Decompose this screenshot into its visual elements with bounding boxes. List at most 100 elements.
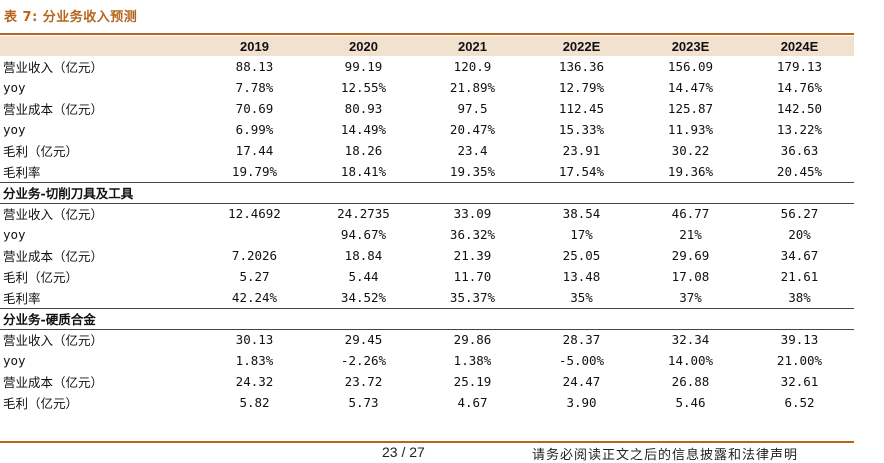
table-cell: 120.9 [453, 59, 492, 74]
table-cell: 18.41% [340, 163, 387, 179]
table-cell: 1.83% [235, 353, 274, 368]
table-cell: 21.39 [453, 248, 492, 263]
row-label: yoy [3, 80, 26, 95]
table-row: 营业成本（亿元） 70.69 80.93 97.5 112.45 125.87 142.50 [0, 98, 854, 119]
row-label: 营业收入（亿元） [3, 333, 104, 349]
table-cell: 17.08 [671, 269, 710, 284]
table-cell: -2.26% [340, 353, 387, 368]
header-cell: 2020 [349, 38, 378, 54]
table-cell: 4.67 [457, 395, 488, 410]
table-row: yoy 1.83% -2.26% 1.38% -5.00% 14.00% 21.00% [0, 350, 854, 371]
table-cell: 36.32% [449, 227, 496, 242]
table-cell: 3.90 [566, 395, 597, 410]
table-cell: 142.50 [776, 101, 823, 116]
table-cell: 24.47 [562, 374, 601, 389]
table-cell: 29.69 [671, 248, 710, 263]
table-body: 营业收入（亿元） 88.13 99.19 120.9 136.36 156.09 179.1… [0, 56, 854, 413]
table-cell: 34.52% [340, 289, 387, 305]
table-cell: 35% [570, 289, 593, 305]
table-cell: 21.61 [780, 269, 819, 284]
section-header-row: 分业务-硬质合金 [0, 307, 854, 330]
table-cell: 17% [570, 227, 593, 242]
table-cell: 46.77 [671, 206, 710, 222]
table-cell: 19.35% [449, 163, 496, 179]
row-label: 营业成本（亿元） [3, 249, 104, 264]
table-cell: 37% [679, 289, 702, 305]
table-cell: 20% [788, 227, 811, 242]
table-cell: 15.33% [558, 122, 605, 137]
table-cell: 156.09 [667, 59, 714, 74]
row-label: 营业成本（亿元） [3, 102, 104, 117]
table-cell: 14.76% [776, 80, 823, 95]
table-row: 营业成本（亿元） 24.32 23.72 25.19 24.47 26.88 32.61 [0, 371, 854, 392]
table-cell: 42.24% [231, 289, 278, 305]
table-cell: 23.4 [457, 143, 488, 158]
table-cell: -5.00% [558, 353, 605, 368]
table-cell: 17.44 [235, 143, 274, 158]
table-cell: 38.54 [562, 206, 601, 222]
row-label: 毛利率 [3, 290, 41, 306]
header-cell: 2024E [780, 38, 819, 54]
table-cell: 179.13 [776, 59, 823, 74]
row-label: yoy [3, 227, 26, 242]
table-cell: 35.37% [449, 289, 496, 305]
table-cell: 23.72 [344, 374, 383, 389]
table-cell: 6.52 [784, 395, 815, 410]
table-cell: 32.34 [671, 332, 710, 348]
table-cell: 80.93 [344, 101, 383, 116]
table-cell: 6.99% [235, 122, 274, 137]
header-cell: 2019 [240, 38, 269, 54]
table-cell: 5.46 [675, 395, 706, 410]
section-title: 分业务-切削刀具及工具 [0, 181, 854, 204]
table-cell: 29.45 [344, 332, 383, 348]
table-row: 营业收入（亿元） 88.13 99.19 120.9 136.36 156.09 179.1… [0, 56, 854, 77]
forecast-table: 2019 2020 2021 2022E 2023E 2024E 营业收入（亿元… [0, 36, 854, 413]
table-cell: 23.91 [562, 143, 601, 158]
header-cell: 2022E [562, 38, 601, 54]
table-cell: 33.09 [453, 206, 492, 222]
table-row: 营业收入（亿元） 30.13 29.45 29.86 28.37 32.34 39.13 [0, 329, 854, 350]
table-cell [200, 224, 309, 245]
table-cell: 125.87 [667, 101, 714, 116]
row-label: 毛利（亿元） [3, 270, 79, 285]
header-cell [0, 36, 200, 56]
table-row: 营业成本（亿元） 7.2026 18.84 21.39 25.05 29.69 34.67 [0, 245, 854, 266]
table-cell: 5.73 [348, 395, 379, 410]
table-cell: 94.67% [340, 227, 387, 242]
table-cell: 14.49% [340, 122, 387, 137]
table-cell: 29.86 [453, 332, 492, 348]
table-cell: 25.19 [453, 374, 492, 389]
table-cell: 19.36% [667, 163, 714, 179]
table-cell: 20.45% [776, 163, 823, 179]
table-cell: 11.70 [453, 269, 492, 284]
table-cell: 38% [788, 289, 811, 305]
table-cell: 13.22% [776, 122, 823, 137]
table-cell: 36.63 [780, 143, 819, 158]
table-cell: 25.05 [562, 248, 601, 263]
table-cell: 5.82 [239, 395, 270, 410]
table-row: 毛利率 19.79% 18.41% 19.35% 17.54% 19.36% 20.45% [0, 161, 854, 182]
table-row: 毛利（亿元） 5.27 5.44 11.70 13.48 17.08 21.61 [0, 266, 854, 287]
table-row: yoy 7.78% 12.55% 21.89% 12.79% 14.47% 14.76% [0, 77, 854, 98]
table-cell: 20.47% [449, 122, 496, 137]
table-cell: 5.27 [239, 269, 270, 284]
table-cell: 28.37 [562, 332, 601, 348]
header-row: 2019 2020 2021 2022E 2023E 2024E [0, 36, 854, 56]
row-label: 毛利（亿元） [3, 144, 79, 159]
table-row: 毛利（亿元） 5.82 5.73 4.67 3.90 5.46 6.52 [0, 392, 854, 413]
table-row: yoy 6.99% 14.49% 20.47% 15.33% 11.93% 13.22% [0, 119, 854, 140]
table-cell: 88.13 [235, 59, 274, 74]
table-cell: 112.45 [558, 101, 605, 116]
row-label: 毛利（亿元） [3, 396, 79, 411]
table-cell: 99.19 [344, 59, 383, 74]
row-label: 营业收入（亿元） [3, 207, 104, 223]
table-cell: 12.55% [340, 80, 387, 95]
table-cell: 97.5 [457, 101, 488, 116]
table-cell: 13.48 [562, 269, 601, 284]
table-cell: 18.84 [344, 248, 383, 263]
table-cell: 21.00% [776, 353, 823, 368]
table-cell: 18.26 [344, 143, 383, 158]
table-cell: 14.00% [667, 353, 714, 368]
table-cell: 34.67 [780, 248, 819, 263]
table-cell: 5.44 [348, 269, 379, 284]
